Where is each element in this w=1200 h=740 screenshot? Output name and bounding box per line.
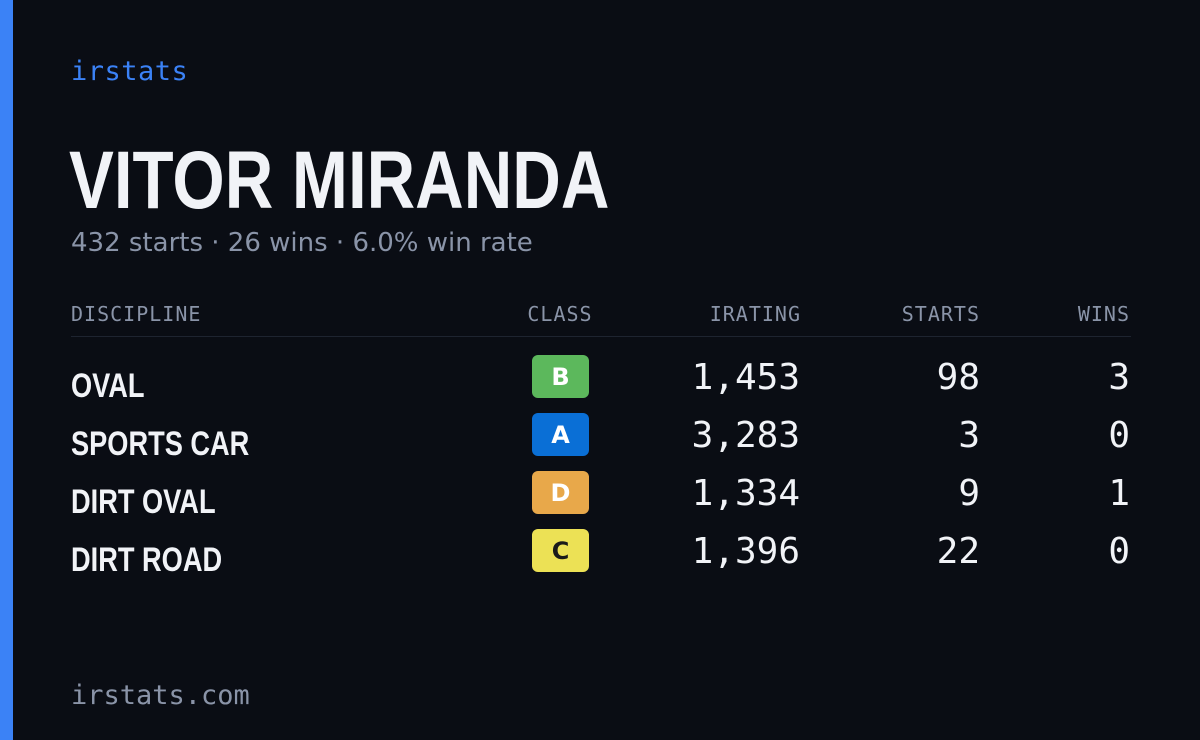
driver-name: VITOR MIRANDA [69,135,610,226]
discipline-name: OVAL [71,367,145,405]
class-badge: B [532,355,589,398]
starts-value: 98 [936,357,980,398]
header-wins: WINS [1077,302,1130,326]
table-body: OVAL B 1,453 98 3 SPORTS CAR A 3,283 3 0… [71,337,1131,585]
wins-value: 3 [1108,357,1130,398]
wins-value: 1 [1108,473,1130,514]
footer-site-url: irstats.com [71,680,250,711]
irating-value: 1,396 [691,531,800,572]
discipline-name: DIRT OVAL [71,483,216,521]
wins-value: 0 [1108,415,1130,456]
discipline-name: SPORTS CAR [71,425,250,463]
brand-logo-text: irstats [71,56,189,87]
table-row: SPORTS CAR A 3,283 3 0 [71,411,1131,469]
starts-value: 22 [936,531,980,572]
irating-value: 1,453 [691,357,800,398]
class-badge: A [532,413,589,456]
stats-table: DISCIPLINE CLASS IRATING STARTS WINS OVA… [71,296,1131,585]
starts-value: 9 [958,473,980,514]
header-irating: IRATING [709,302,801,326]
starts-value: 3 [958,415,980,456]
irating-value: 3,283 [691,415,800,456]
wins-value: 0 [1108,531,1130,572]
class-badge: D [532,471,589,514]
table-header: DISCIPLINE CLASS IRATING STARTS WINS [71,296,1131,337]
table-row: OVAL B 1,453 98 3 [71,353,1131,411]
driver-summary: 432 starts · 26 wins · 6.0% win rate [71,228,533,258]
header-class: CLASS [527,302,593,326]
accent-bar [0,0,13,740]
class-badge: C [532,529,589,572]
irating-value: 1,334 [691,473,800,514]
table-row: DIRT OVAL D 1,334 9 1 [71,469,1131,527]
header-discipline: DISCIPLINE [71,302,202,326]
discipline-name: DIRT ROAD [71,541,223,579]
table-row: DIRT ROAD C 1,396 22 0 [71,527,1131,585]
header-starts: STARTS [901,302,980,326]
